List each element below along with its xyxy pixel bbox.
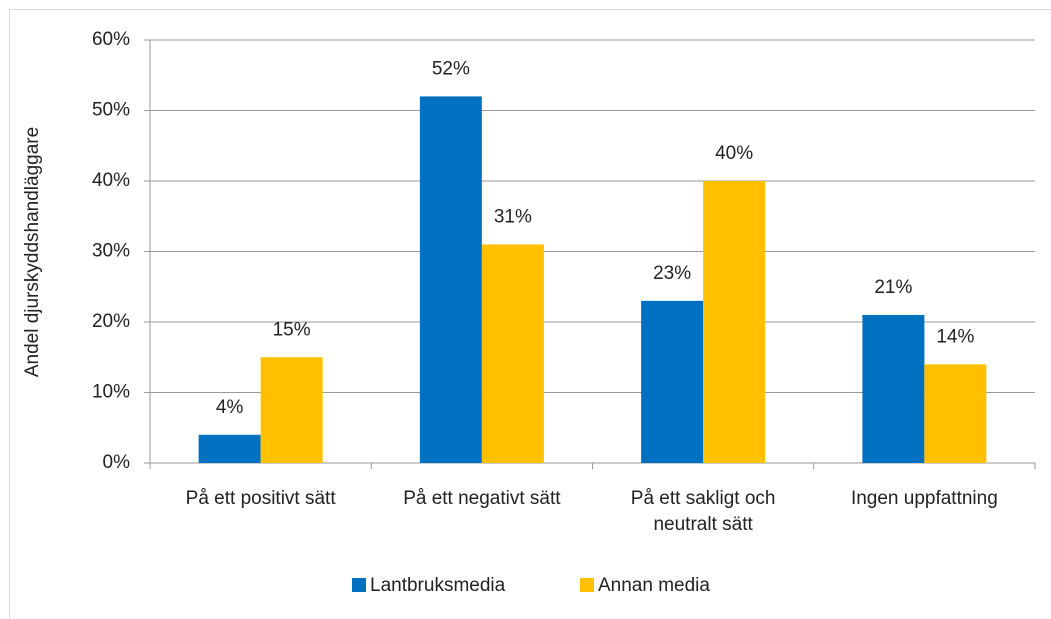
y-tick-label: 20% <box>92 311 130 332</box>
y-tick-label: 40% <box>92 170 130 191</box>
legend-label: Lantbruksmedia <box>370 575 506 596</box>
data-label: 31% <box>494 206 532 227</box>
bar <box>481 244 544 463</box>
data-label: 21% <box>874 277 912 298</box>
y-tick-label: 10% <box>92 382 130 403</box>
x-tick-label: På ett sakligt och neutralt sätt <box>630 488 776 535</box>
y-tick-label: 50% <box>92 100 130 121</box>
legend-swatch <box>352 578 366 592</box>
data-label: 4% <box>216 397 244 418</box>
y-axis-title: Andel djurskyddshandläggare <box>22 127 43 377</box>
bar <box>924 364 987 463</box>
legend-label: Annan media <box>598 575 710 596</box>
legend-swatch <box>580 578 594 592</box>
chart-border <box>9 9 1051 619</box>
x-tick-label: På ett positivt sätt <box>185 488 336 509</box>
bar <box>703 181 766 463</box>
bar <box>198 434 261 463</box>
data-label: 52% <box>432 58 470 79</box>
data-label: 23% <box>653 263 691 284</box>
bar <box>260 357 323 463</box>
data-label: 14% <box>936 326 974 347</box>
y-tick-label: 0% <box>103 452 131 473</box>
data-label: 15% <box>273 319 311 340</box>
y-tick-label: 60% <box>92 29 130 50</box>
data-label: 40% <box>715 143 753 164</box>
bar <box>641 300 704 463</box>
y-tick-label: 30% <box>92 241 130 262</box>
bar <box>419 96 482 464</box>
x-tick-label: På ett negativt sätt <box>403 488 561 509</box>
bar <box>862 314 925 463</box>
x-tick-label: Ingen uppfattning <box>850 488 998 509</box>
